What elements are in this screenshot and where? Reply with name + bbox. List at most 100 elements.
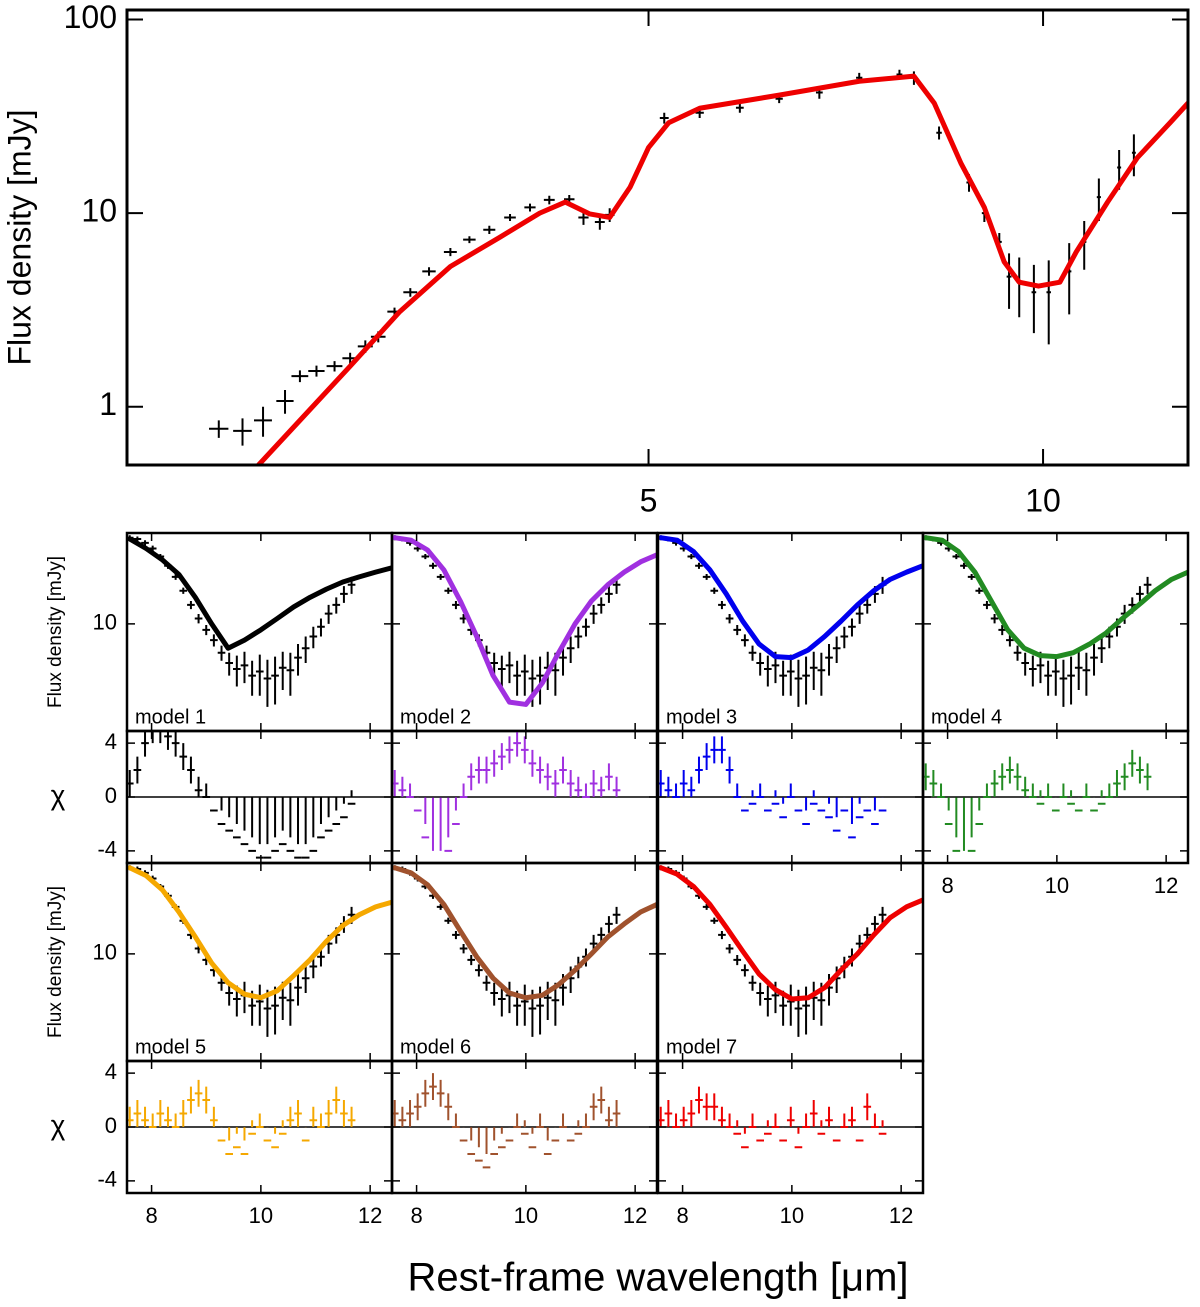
- error-point: [983, 600, 991, 610]
- error-point: [240, 981, 249, 1014]
- error-point: [324, 1100, 333, 1127]
- error-point: [309, 1106, 318, 1127]
- error-point: [202, 783, 211, 798]
- error-point: [543, 195, 555, 205]
- error-point: [459, 783, 468, 798]
- x-tick-label: 10: [249, 1203, 273, 1228]
- error-point: [832, 636, 841, 664]
- error-point: [1090, 797, 1098, 812]
- model-label: model 4: [931, 706, 1002, 728]
- error-point: [317, 1113, 325, 1128]
- error-point: [513, 660, 521, 696]
- error-point: [1029, 783, 1037, 798]
- error-point: [1120, 763, 1129, 791]
- error-point: [779, 660, 787, 696]
- error-point: [498, 655, 506, 687]
- error-point: [301, 797, 310, 859]
- error-point: [764, 797, 772, 812]
- error-point: [210, 797, 218, 812]
- error-point: [733, 783, 742, 798]
- error-point: [741, 634, 749, 647]
- error-point: [741, 797, 749, 812]
- error-point: [786, 984, 795, 1026]
- panel-frame: [656, 531, 925, 733]
- error-point: [1006, 253, 1012, 309]
- error-point: [710, 917, 719, 924]
- error-point: [233, 655, 241, 687]
- error-point: [1097, 636, 1106, 664]
- error-point: [756, 652, 764, 676]
- error-point: [944, 797, 953, 825]
- error-point: [566, 770, 575, 797]
- model-label: model 6: [400, 1036, 471, 1058]
- error-point: [422, 267, 436, 276]
- error-point: [741, 964, 749, 977]
- error-point: [294, 644, 302, 676]
- error-point: [233, 1127, 241, 1149]
- error-point: [871, 797, 879, 825]
- error-point: [771, 1113, 780, 1128]
- error-point: [459, 944, 468, 954]
- error-point: [794, 1127, 803, 1149]
- model-curve: [658, 865, 923, 1002]
- error-point: [498, 985, 506, 1017]
- error-point: [779, 797, 787, 819]
- error-point: [340, 1100, 348, 1127]
- error-point: [443, 248, 457, 257]
- error-point: [332, 797, 341, 825]
- y-axis-title: Flux density [mJy]: [1, 109, 37, 365]
- error-point: [463, 236, 476, 244]
- error-point: [802, 656, 810, 705]
- error-point: [1105, 783, 1114, 798]
- error-point: [498, 1127, 506, 1149]
- error-point: [421, 797, 430, 839]
- error-point: [505, 736, 514, 764]
- error-point: [263, 659, 272, 707]
- error-point: [133, 756, 142, 784]
- error-point: [840, 797, 849, 812]
- error-point: [309, 797, 318, 852]
- error-point: [1074, 651, 1083, 691]
- error-point: [505, 651, 514, 684]
- error-point: [1090, 644, 1098, 676]
- error-point: [1016, 257, 1022, 318]
- error-point: [317, 618, 325, 637]
- model-curve: [256, 73, 1188, 465]
- error-point: [217, 645, 226, 661]
- error-point: [1082, 652, 1091, 696]
- model-curve: [923, 535, 1188, 660]
- error-point: [975, 797, 984, 825]
- error-point: [156, 1100, 165, 1127]
- error-point: [1031, 264, 1037, 334]
- model-curve: [658, 535, 923, 661]
- error-point: [582, 1113, 590, 1128]
- error-point: [482, 1127, 491, 1169]
- error-point: [459, 1127, 468, 1142]
- error-point: [952, 797, 961, 852]
- error-point: [756, 783, 764, 798]
- error-point: [687, 1100, 696, 1127]
- error-point: [605, 916, 613, 933]
- error-point: [209, 420, 229, 438]
- error-point: [444, 917, 453, 924]
- error-point: [1059, 659, 1068, 707]
- plot-area: [127, 731, 392, 859]
- x-tick-label: 10: [780, 1203, 804, 1228]
- error-point: [271, 1127, 279, 1149]
- error-point: [1143, 576, 1152, 594]
- error-point: [855, 604, 864, 624]
- error-point: [612, 906, 621, 924]
- error-point: [294, 974, 302, 1006]
- error-point: [1136, 756, 1144, 784]
- error-point: [975, 587, 984, 594]
- error-point: [1021, 652, 1029, 676]
- error-point: [294, 1100, 302, 1127]
- plot-frame: [125, 8, 1190, 467]
- error-point: [748, 645, 757, 661]
- error-point: [1067, 243, 1072, 315]
- error-point: [809, 651, 818, 691]
- error-point: [421, 553, 430, 560]
- error-point: [848, 797, 856, 839]
- error-point: [612, 776, 621, 797]
- error-point: [543, 1127, 552, 1155]
